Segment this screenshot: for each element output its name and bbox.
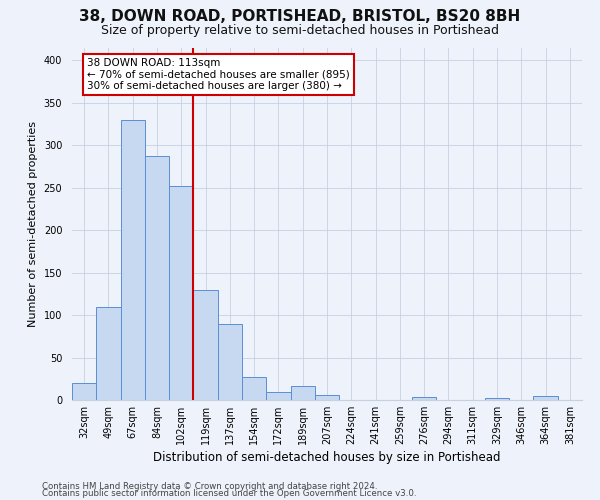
Y-axis label: Number of semi-detached properties: Number of semi-detached properties	[28, 120, 38, 327]
Bar	[412, 398, 436, 400]
Bar	[533, 396, 558, 400]
Text: 38, DOWN ROAD, PORTISHEAD, BRISTOL, BS20 8BH: 38, DOWN ROAD, PORTISHEAD, BRISTOL, BS20…	[79, 9, 521, 24]
Text: Contains public sector information licensed under the Open Government Licence v3: Contains public sector information licen…	[42, 490, 416, 498]
Bar	[121, 120, 145, 400]
Bar	[145, 156, 169, 400]
Bar	[72, 383, 96, 400]
Text: 38 DOWN ROAD: 113sqm
← 70% of semi-detached houses are smaller (895)
30% of semi: 38 DOWN ROAD: 113sqm ← 70% of semi-detac…	[88, 58, 350, 92]
Text: Size of property relative to semi-detached houses in Portishead: Size of property relative to semi-detach…	[101, 24, 499, 37]
Bar	[315, 395, 339, 400]
Bar	[266, 392, 290, 400]
Bar	[290, 386, 315, 400]
Bar	[169, 186, 193, 400]
X-axis label: Distribution of semi-detached houses by size in Portishead: Distribution of semi-detached houses by …	[153, 451, 501, 464]
Bar	[193, 290, 218, 400]
Bar	[218, 324, 242, 400]
Text: Contains HM Land Registry data © Crown copyright and database right 2024.: Contains HM Land Registry data © Crown c…	[42, 482, 377, 491]
Bar	[485, 398, 509, 400]
Bar	[96, 306, 121, 400]
Bar	[242, 377, 266, 400]
